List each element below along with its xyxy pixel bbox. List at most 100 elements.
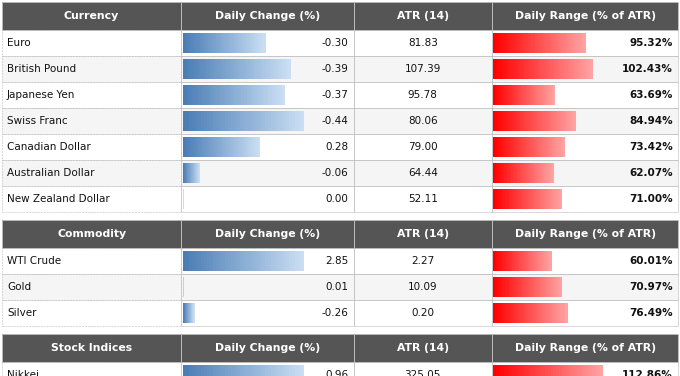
Bar — [191, 85, 194, 105]
Bar — [537, 33, 540, 53]
Bar — [579, 33, 581, 53]
Bar — [186, 303, 187, 323]
Bar — [241, 137, 243, 157]
Bar — [532, 137, 534, 157]
Bar — [258, 111, 262, 131]
Text: Commodity: Commodity — [57, 229, 126, 239]
Bar — [197, 137, 199, 157]
Bar — [515, 251, 517, 271]
Bar — [505, 85, 507, 105]
Bar — [532, 189, 535, 209]
Bar — [181, 274, 354, 300]
Text: 64.44: 64.44 — [408, 168, 438, 178]
Bar — [503, 59, 506, 79]
Bar — [189, 365, 192, 376]
Bar — [237, 33, 239, 53]
Bar — [2, 56, 181, 82]
Bar — [511, 85, 513, 105]
Bar — [237, 85, 239, 105]
Bar — [492, 108, 678, 134]
Bar — [540, 365, 543, 376]
Bar — [354, 108, 492, 134]
Bar — [184, 303, 185, 323]
Bar — [206, 33, 208, 53]
Bar — [543, 365, 545, 376]
Bar — [507, 163, 509, 183]
Bar — [583, 365, 587, 376]
Bar — [265, 251, 268, 271]
Bar — [554, 189, 556, 209]
Bar — [237, 59, 240, 79]
Bar — [547, 111, 549, 131]
Bar — [190, 163, 192, 183]
Bar — [263, 59, 267, 79]
Bar — [514, 33, 517, 53]
Bar — [532, 251, 534, 271]
Text: 95.78: 95.78 — [408, 90, 438, 100]
Text: 63.69%: 63.69% — [630, 90, 673, 100]
Bar — [551, 277, 554, 297]
Bar — [510, 189, 513, 209]
Text: Stock Indices: Stock Indices — [51, 343, 132, 353]
Text: Daily Range (% of ATR): Daily Range (% of ATR) — [515, 229, 656, 239]
Bar — [523, 59, 526, 79]
Bar — [503, 111, 506, 131]
Bar — [199, 137, 201, 157]
Bar — [288, 59, 290, 79]
Bar — [235, 251, 238, 271]
Bar — [2, 220, 181, 248]
Bar — [557, 137, 560, 157]
Bar — [528, 163, 530, 183]
Bar — [227, 137, 230, 157]
Bar — [216, 33, 218, 53]
Bar — [210, 365, 214, 376]
Bar — [193, 303, 194, 323]
Bar — [507, 111, 510, 131]
Bar — [181, 220, 354, 248]
Bar — [263, 33, 266, 53]
Bar — [509, 33, 512, 53]
Bar — [529, 189, 532, 209]
Bar — [186, 365, 190, 376]
Text: Daily Change (%): Daily Change (%) — [215, 343, 320, 353]
Bar — [2, 274, 678, 300]
Bar — [214, 137, 216, 157]
Bar — [202, 33, 204, 53]
Bar — [192, 303, 193, 323]
Bar — [545, 365, 548, 376]
Bar — [540, 163, 542, 183]
Bar — [301, 251, 305, 271]
Bar — [185, 33, 188, 53]
Bar — [534, 277, 537, 297]
Text: Daily Range (% of ATR): Daily Range (% of ATR) — [515, 343, 656, 353]
Bar — [193, 163, 194, 183]
Bar — [498, 251, 499, 271]
Bar — [184, 303, 185, 323]
Bar — [574, 33, 577, 53]
Bar — [554, 33, 556, 53]
Bar — [197, 59, 200, 79]
Bar — [239, 59, 243, 79]
Bar — [2, 186, 181, 212]
Bar — [267, 85, 270, 105]
Bar — [268, 111, 271, 131]
Text: 95.32%: 95.32% — [630, 38, 673, 48]
Bar — [495, 303, 497, 323]
Bar — [511, 303, 514, 323]
Bar — [517, 365, 521, 376]
Bar — [2, 134, 181, 160]
Bar — [354, 82, 492, 108]
Bar — [560, 189, 562, 209]
Text: 60.01%: 60.01% — [630, 256, 673, 266]
Bar — [191, 303, 192, 323]
Bar — [2, 134, 678, 160]
Bar — [221, 85, 224, 105]
Text: Currency: Currency — [64, 11, 119, 21]
Bar — [204, 33, 206, 53]
Bar — [505, 303, 507, 323]
Bar — [190, 303, 191, 323]
Bar — [194, 163, 195, 183]
Bar — [580, 59, 583, 79]
Bar — [532, 163, 534, 183]
Bar — [492, 334, 678, 362]
